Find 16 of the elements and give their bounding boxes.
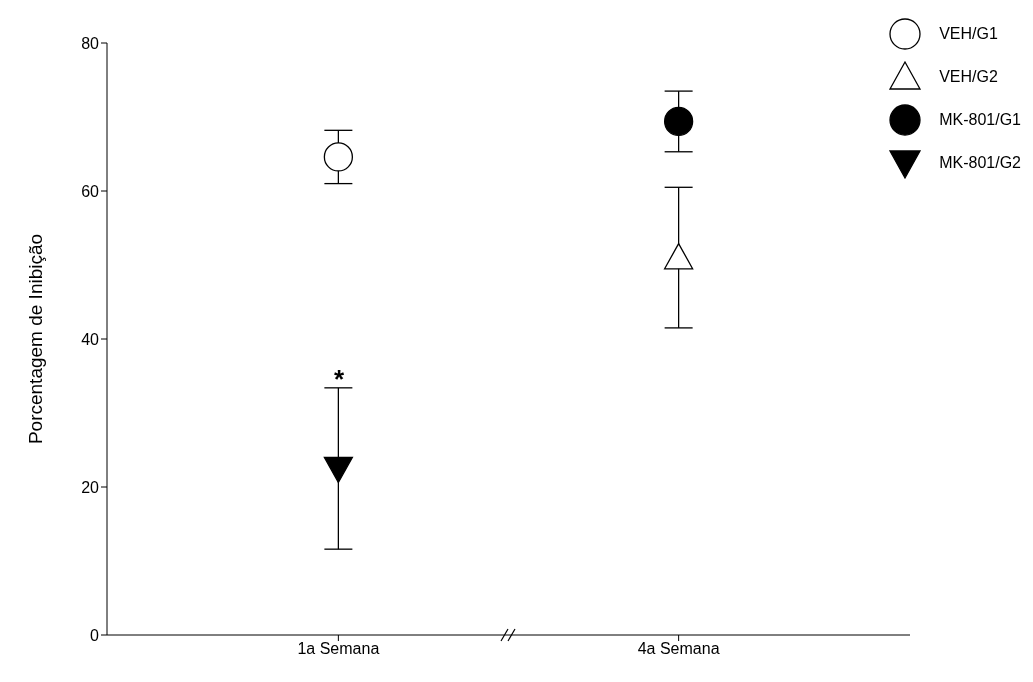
y-tick-label: 0 [90, 626, 100, 644]
legend-label: MK-801/G2 [939, 153, 1021, 172]
annotation: * [334, 364, 345, 395]
y-tick-label: 40 [81, 330, 100, 348]
x-tick-label: 4a Semana [637, 640, 720, 658]
y-tick-label: 20 [81, 478, 100, 496]
legend-label: VEH/G1 [939, 24, 998, 43]
y-tick-label: 60 [81, 182, 100, 200]
point [663, 106, 694, 137]
legend-label: MK-801/G1 [939, 110, 1021, 129]
x-tick-label: 1a Semana [297, 640, 380, 658]
y-tick-label: 80 [81, 34, 100, 52]
point [323, 456, 354, 484]
point [323, 142, 354, 172]
y-axis-title: Porcentagem de Inibição [24, 233, 46, 445]
legend-label: VEH/G2 [939, 67, 998, 86]
